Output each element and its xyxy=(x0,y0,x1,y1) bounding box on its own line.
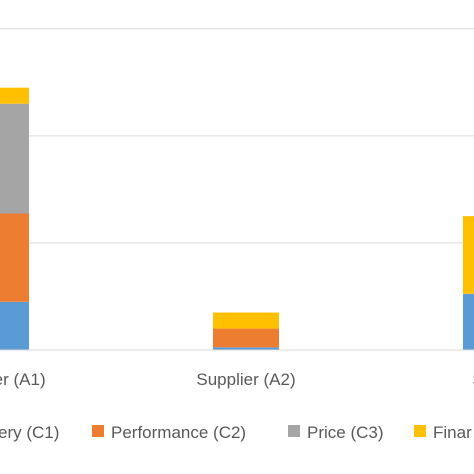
bar-segment-2-3 xyxy=(463,216,474,294)
bar-segment-0-0 xyxy=(0,301,29,350)
bar-segment-0-2 xyxy=(0,103,29,214)
bar-segment-2-0 xyxy=(463,293,474,350)
legend-label-2: Price (C3) xyxy=(307,423,384,442)
bar-segment-1-1 xyxy=(213,328,279,348)
legend-label-3: Finar xyxy=(433,423,472,442)
legend-label-1: Performance (C2) xyxy=(111,423,246,442)
bar-segment-1-0 xyxy=(213,347,279,350)
x-tick-label-2: Suppli xyxy=(472,370,474,389)
bars xyxy=(0,87,474,350)
legend-swatch-2 xyxy=(288,425,300,437)
gridlines xyxy=(0,28,474,244)
x-tick-label-1: Supplier (A2) xyxy=(196,370,295,389)
legend-swatch-1 xyxy=(92,425,104,437)
legend-label-0: ery (C1) xyxy=(0,423,59,442)
legend: ery (C1) Performance (C2) Price (C3) Finar xyxy=(0,423,472,442)
x-tick-label-0: Supplier (A1) xyxy=(0,370,46,389)
bar-segment-0-3 xyxy=(0,87,29,104)
bar-segment-1-3 xyxy=(213,312,279,329)
legend-swatch-3 xyxy=(414,425,426,437)
bar-segment-0-1 xyxy=(0,213,29,302)
x-axis: Supplier (A1) Supplier (A2) Suppli xyxy=(0,349,474,389)
